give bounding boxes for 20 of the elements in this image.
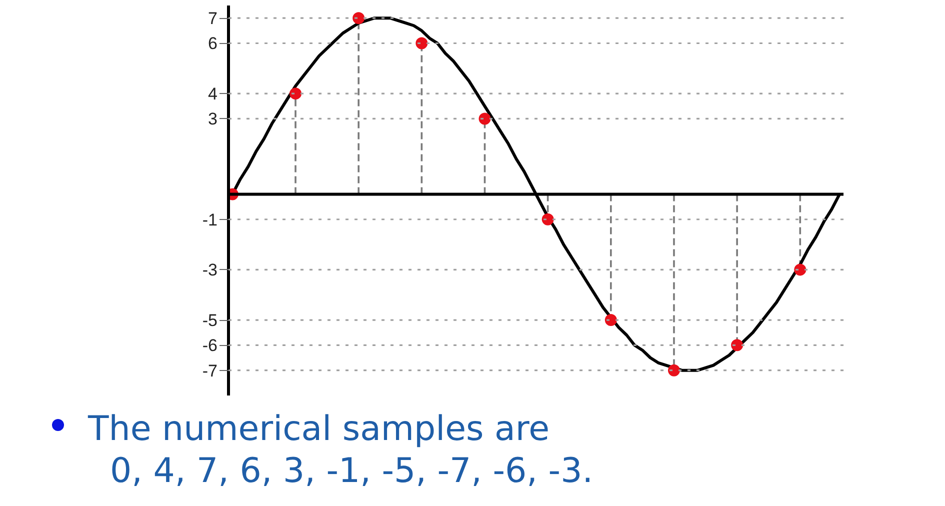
y-tick-label: -6 <box>202 336 218 356</box>
y-tick-label: -3 <box>202 260 218 280</box>
y-tick-label: 4 <box>208 84 218 104</box>
point <box>416 37 428 50</box>
y-tick-label: 6 <box>208 34 218 54</box>
point <box>352 12 365 24</box>
point <box>794 264 806 276</box>
point <box>290 88 302 100</box>
point <box>604 314 617 326</box>
point <box>478 112 491 125</box>
y-tick-label: 3 <box>208 110 218 129</box>
text: 0, 4, 7, 6, 3, -1, -5, -7, -6, -3. <box>110 451 594 491</box>
point <box>542 213 554 226</box>
y-tick-label: -7 <box>202 361 218 380</box>
y-tick-label: 7 <box>208 9 218 28</box>
point <box>668 364 680 376</box>
text: The numerical samples are <box>88 409 550 449</box>
y-tick-label: -5 <box>202 311 218 330</box>
point <box>731 339 744 352</box>
y-tick-label: -1 <box>202 210 218 230</box>
